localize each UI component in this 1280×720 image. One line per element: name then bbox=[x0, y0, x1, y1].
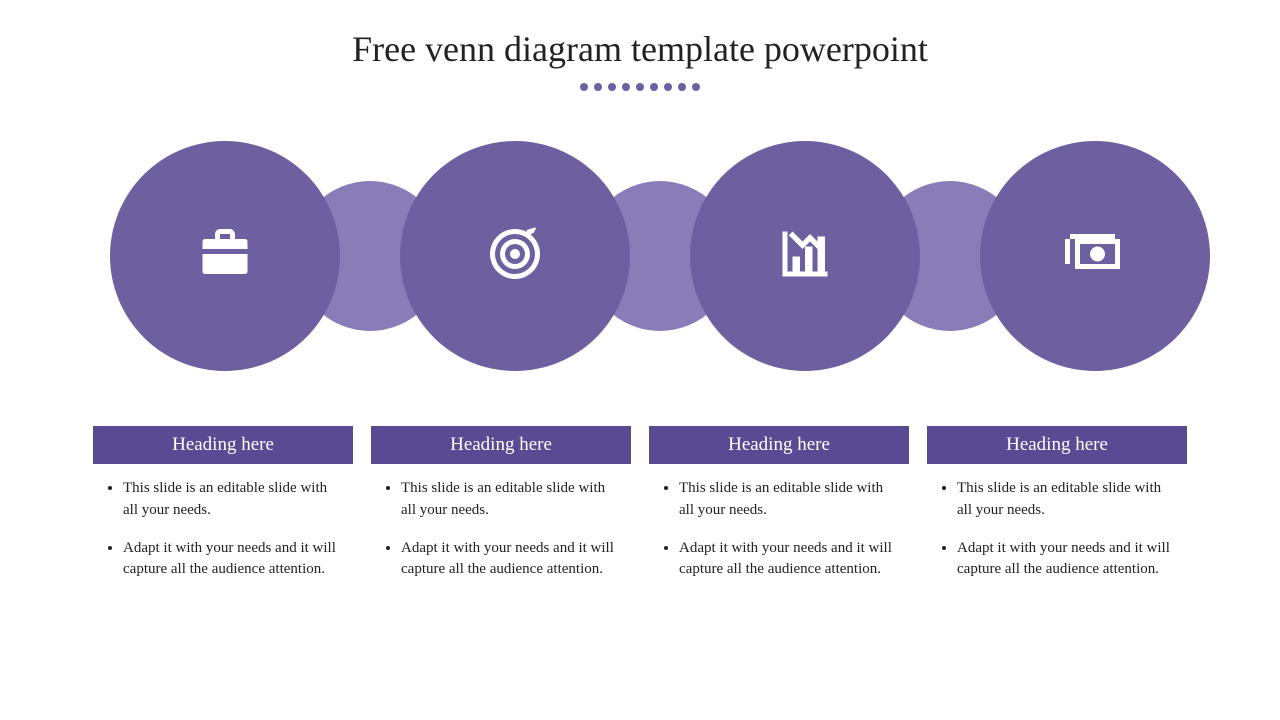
venn-circle-4 bbox=[980, 141, 1210, 371]
card-2: Heading here This slide is an editable s… bbox=[371, 426, 631, 597]
bullet: This slide is an editable slide with all… bbox=[401, 478, 623, 522]
venn-diagram bbox=[90, 126, 1190, 386]
card-heading: Heading here bbox=[93, 426, 353, 464]
card-3: Heading here This slide is an editable s… bbox=[649, 426, 909, 597]
card-body: This slide is an editable slide with all… bbox=[371, 464, 631, 581]
chart-icon bbox=[775, 224, 835, 289]
money-icon bbox=[1065, 224, 1125, 289]
card-body: This slide is an editable slide with all… bbox=[649, 464, 909, 581]
bullet: Adapt it with your needs and it will cap… bbox=[123, 538, 345, 582]
card-4: Heading here This slide is an editable s… bbox=[927, 426, 1187, 597]
venn-circle-2 bbox=[400, 141, 630, 371]
card-heading: Heading here bbox=[649, 426, 909, 464]
bullet: This slide is an editable slide with all… bbox=[679, 478, 901, 522]
card-heading: Heading here bbox=[371, 426, 631, 464]
bullet: Adapt it with your needs and it will cap… bbox=[401, 538, 623, 582]
target-icon bbox=[485, 224, 545, 289]
venn-circle-1 bbox=[110, 141, 340, 371]
venn-circle-3 bbox=[690, 141, 920, 371]
card-body: This slide is an editable slide with all… bbox=[927, 464, 1187, 581]
cards-row: Heading here This slide is an editable s… bbox=[0, 426, 1280, 597]
card-1: Heading here This slide is an editable s… bbox=[93, 426, 353, 597]
briefcase-icon bbox=[195, 224, 255, 289]
card-heading: Heading here bbox=[927, 426, 1187, 464]
card-body: This slide is an editable slide with all… bbox=[93, 464, 353, 581]
decorative-dots bbox=[0, 78, 1280, 96]
page-title: Free venn diagram template powerpoint bbox=[0, 0, 1280, 70]
bullet: Adapt it with your needs and it will cap… bbox=[957, 538, 1179, 582]
bullet: This slide is an editable slide with all… bbox=[123, 478, 345, 522]
bullet: Adapt it with your needs and it will cap… bbox=[679, 538, 901, 582]
bullet: This slide is an editable slide with all… bbox=[957, 478, 1179, 522]
